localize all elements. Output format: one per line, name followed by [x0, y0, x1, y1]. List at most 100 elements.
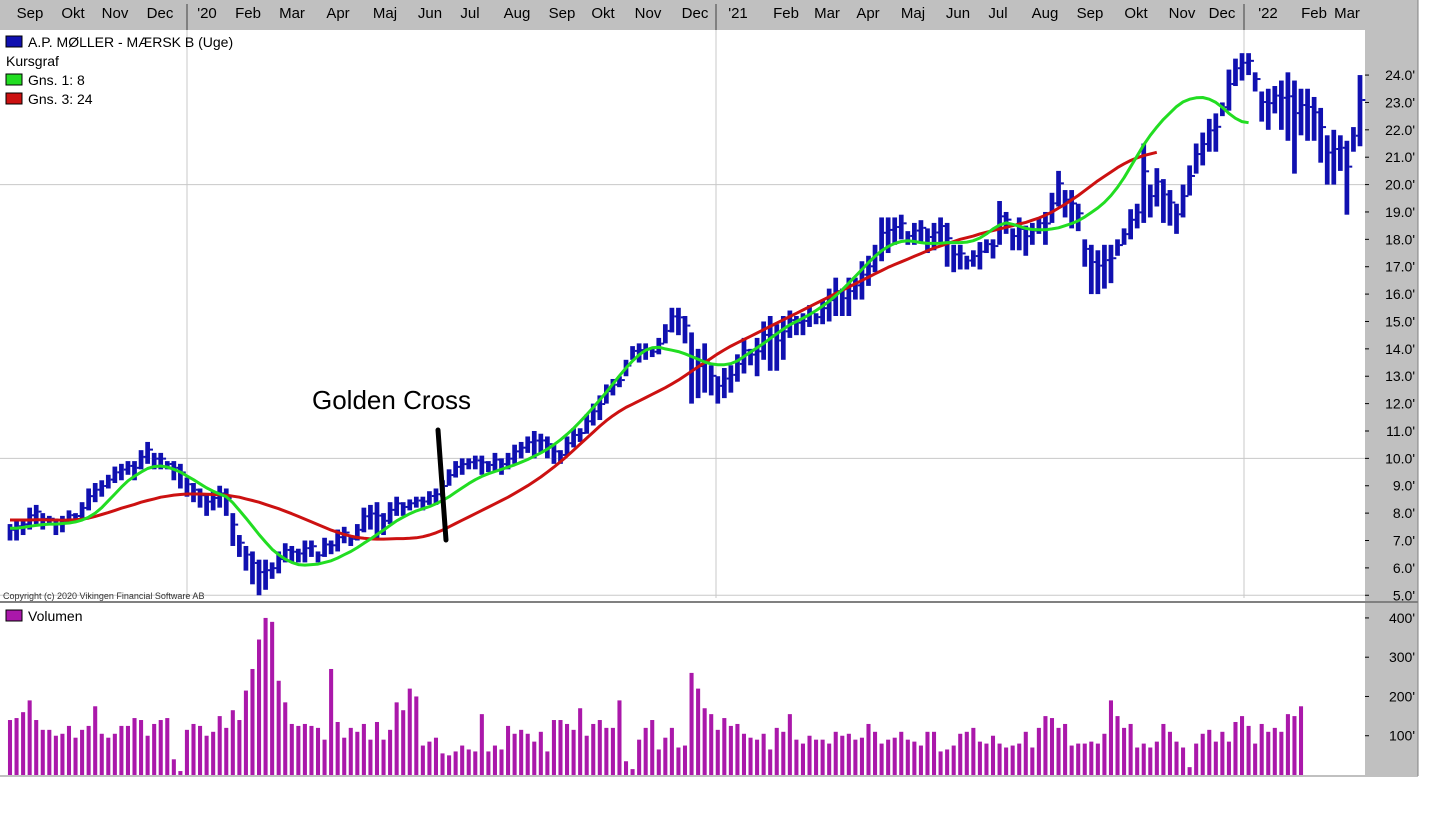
price-bar: [898, 214, 904, 240]
x-tick-label: Dec: [1209, 5, 1236, 22]
volume-bar: [40, 729, 45, 775]
volume-bar: [355, 731, 360, 775]
x-tick-label: Feb: [773, 5, 799, 22]
volume-bar: [565, 723, 570, 775]
volume-bar: [171, 759, 176, 775]
volume-bar: [80, 729, 85, 775]
volume-bar: [250, 668, 255, 775]
price-bar: [649, 348, 655, 358]
price-bar: [459, 458, 465, 475]
volume-bar: [414, 696, 419, 775]
volume-bar: [1220, 731, 1225, 775]
volume-bar: [853, 739, 858, 775]
y-tick-label: 6.0': [1393, 560, 1415, 576]
price-bar: [925, 228, 930, 254]
price-bar: [217, 485, 223, 508]
volume-bar: [696, 688, 701, 775]
price-bar: [472, 455, 478, 470]
price-bar: [479, 455, 485, 475]
volume-bar: [1266, 731, 1271, 775]
price-bar: [1292, 80, 1297, 174]
price-bar: [302, 540, 308, 563]
price-bar: [938, 217, 943, 243]
price-bar: [295, 548, 301, 563]
volume-bar: [499, 749, 504, 775]
x-tick-label: Maj: [901, 5, 925, 22]
volume-bar: [892, 737, 897, 775]
legend-label: A.P. MØLLER - MÆRSK B (Uge): [28, 34, 233, 50]
volume-bar: [827, 743, 832, 775]
volume-bar: [1154, 741, 1159, 775]
volume-bar: [479, 714, 484, 775]
price-bar: [551, 444, 557, 464]
volume-bar: [1207, 729, 1212, 775]
volume-bar: [322, 739, 327, 775]
volume-bar: [551, 720, 556, 775]
x-tick-label: Nov: [635, 5, 662, 22]
x-tick-label: Mar: [279, 5, 305, 22]
volume-bar: [538, 731, 543, 775]
volume-bar: [643, 727, 648, 775]
volume-bar: [361, 723, 366, 775]
price-bar: [40, 513, 46, 530]
price-bar: [145, 441, 150, 464]
volume-bar: [899, 731, 904, 775]
volume-bar: [735, 723, 740, 775]
volume-bar: [401, 710, 406, 775]
price-bar: [1193, 143, 1199, 174]
price-bar: [866, 255, 871, 286]
volume-bar: [270, 621, 275, 775]
price-bar: [86, 488, 91, 511]
volume-bar: [1017, 743, 1022, 775]
price-bar: [250, 551, 255, 585]
price-bar: [492, 452, 498, 473]
price-bar: [256, 559, 262, 596]
price-legend: A.P. MØLLER - MÆRSK B (Uge) Kursgraf Gns. …: [5, 34, 233, 107]
price-bar: [354, 524, 360, 541]
volume-bar: [394, 702, 399, 775]
price-bar: [1239, 53, 1245, 81]
legend-label: Kursgraf: [6, 53, 59, 69]
volume-bar: [60, 733, 65, 775]
volume-bar: [420, 745, 425, 775]
volume-bar: [21, 712, 26, 775]
volume-bar: [1122, 727, 1127, 775]
price-bar: [427, 491, 432, 505]
price-bar: [420, 496, 426, 511]
price-bar: [125, 461, 131, 475]
price-bar: [33, 504, 39, 525]
volume-bar: [584, 735, 589, 775]
price-bar: [315, 551, 321, 563]
price-bar: [1344, 140, 1350, 215]
volume-bar: [1102, 733, 1107, 775]
volume-bar: [1010, 745, 1015, 775]
price-bar: [486, 461, 491, 473]
volume-bar: [506, 725, 511, 775]
price-bar: [1285, 72, 1291, 141]
volume-bar: [86, 725, 91, 775]
volume-bar: [1167, 731, 1172, 775]
price-bar: [617, 376, 622, 388]
price-bar: [132, 461, 137, 481]
price-bar: [394, 496, 400, 516]
price-bar: [1167, 190, 1173, 226]
volume-bar: [715, 729, 720, 775]
volume-bar: [623, 761, 629, 775]
volume-bar: [807, 735, 812, 775]
price-bar: [669, 307, 675, 333]
volume-bar: [1076, 743, 1081, 775]
moving-average-fast-line: [10, 96, 1249, 567]
x-tick-label: Aug: [1032, 5, 1059, 22]
volume-bar: [571, 729, 576, 775]
volume-bar: [112, 733, 117, 775]
x-tick-label: Feb: [235, 5, 261, 22]
volume-bar: [866, 723, 871, 775]
price-bar: [662, 324, 668, 344]
volume-bar: [682, 745, 688, 775]
price-bar: [761, 321, 766, 360]
price-bar: [780, 316, 786, 360]
volume-bar: [591, 723, 596, 775]
x-tick-label: Jun: [946, 5, 970, 22]
x-tick-label: Apr: [326, 5, 349, 22]
volume-bar: [846, 733, 851, 775]
